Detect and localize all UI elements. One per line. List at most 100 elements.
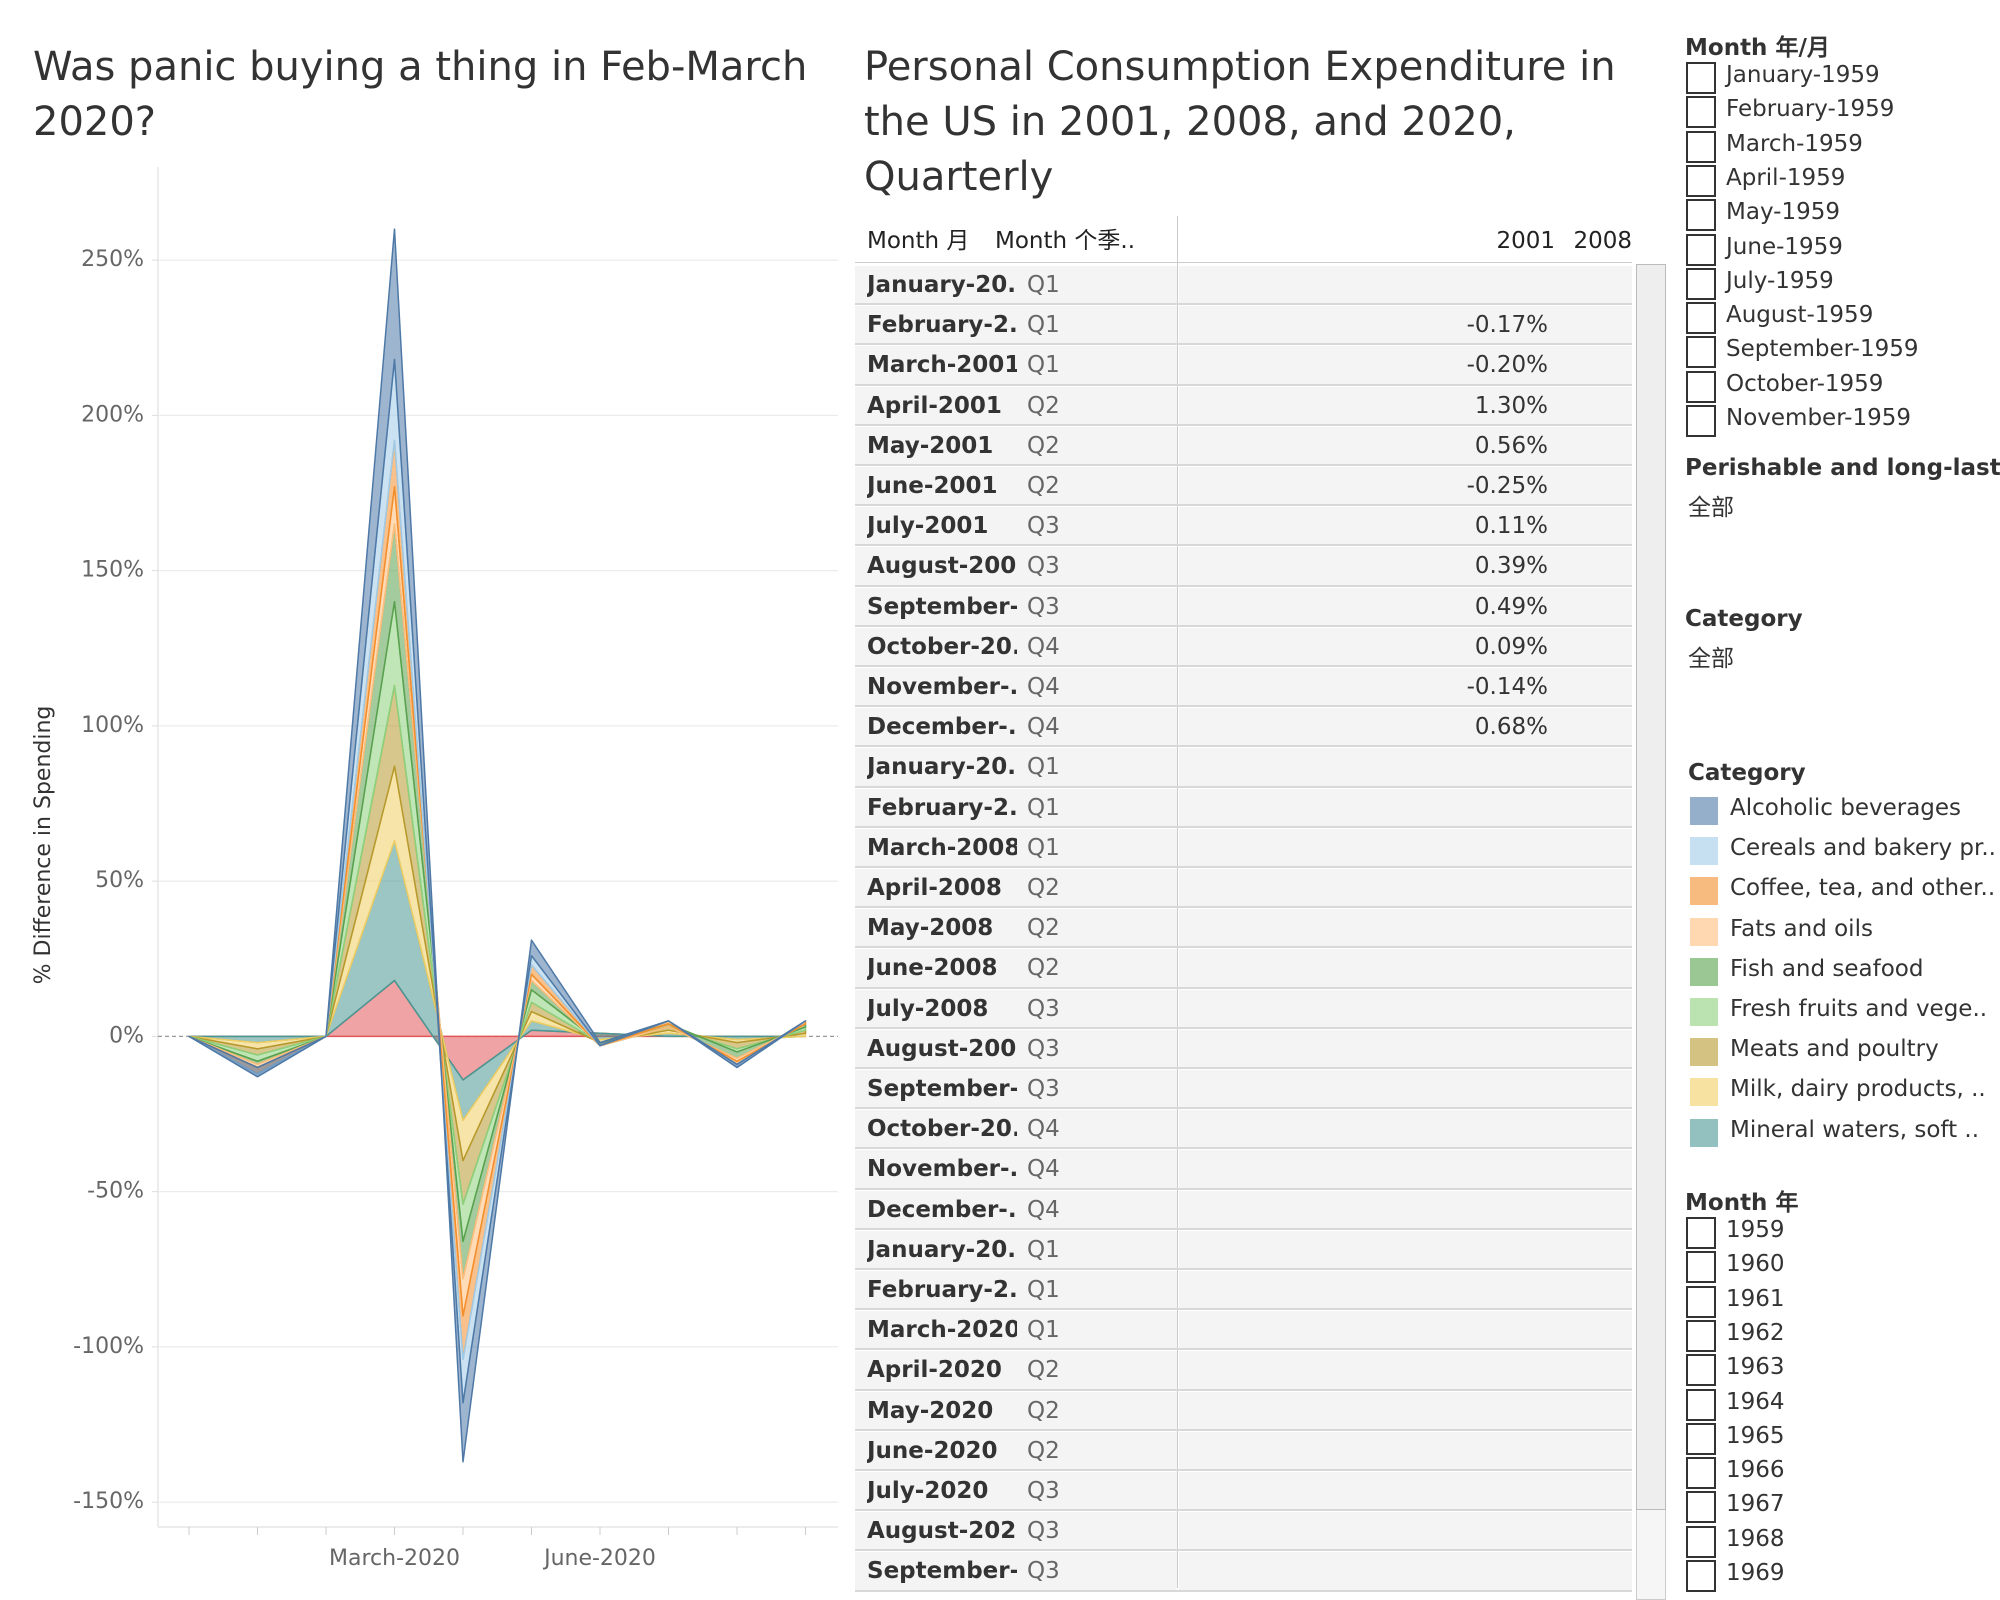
checkbox[interactable] [1686, 1319, 1716, 1352]
filter-item[interactable]: 1964 [1726, 1388, 1785, 1415]
checkbox[interactable] [1686, 405, 1716, 437]
filter-item[interactable]: April-1959 [1726, 164, 1846, 191]
legend-label[interactable]: Coffee, tea, and other.. [1730, 875, 1996, 902]
filter-item[interactable]: 1969 [1726, 1560, 1785, 1586]
filter-item[interactable]: 1962 [1726, 1319, 1785, 1346]
y-tick-label: 100% [81, 713, 144, 738]
checkbox[interactable] [1686, 1217, 1716, 1249]
month-cell: August-2020 [867, 1518, 1017, 1545]
checkbox[interactable] [1686, 1251, 1716, 1284]
checkbox[interactable] [1686, 1388, 1716, 1421]
filter-item[interactable]: 1960 [1726, 1251, 1785, 1278]
row-divider [855, 1549, 1632, 1552]
filter-item[interactable]: 1961 [1726, 1285, 1785, 1312]
filter-item[interactable]: July-1959 [1726, 267, 1834, 294]
filter-item[interactable]: May-1959 [1726, 199, 1840, 226]
checkbox[interactable] [1686, 199, 1716, 232]
value-band [1179, 949, 1632, 987]
filter-item[interactable]: September-1959 [1726, 336, 1919, 363]
month-cell: May-2020 [867, 1397, 994, 1424]
filter-value[interactable]: 全部 [1688, 495, 1734, 521]
filter-item[interactable]: 1966 [1726, 1457, 1785, 1484]
checkbox[interactable] [1686, 62, 1716, 94]
row-divider [855, 785, 1632, 788]
column-header: Month 月 [867, 228, 970, 254]
row-band [855, 668, 1177, 708]
filter-item[interactable]: 1959 [1726, 1217, 1785, 1243]
x-tick-label: June-2020 [542, 1546, 656, 1571]
checkbox[interactable] [1686, 1560, 1716, 1592]
legend-label[interactable]: Cereals and bakery pr.. [1730, 835, 1996, 862]
value-band [1179, 909, 1632, 947]
row-divider [855, 1227, 1632, 1230]
quarter-cell: Q1 [1027, 1277, 1060, 1303]
row-band [855, 467, 1177, 507]
filter-item[interactable]: October-1959 [1726, 370, 1884, 397]
row-band [855, 266, 1177, 306]
quarter-cell: Q1 [1027, 1236, 1060, 1263]
checkbox[interactable] [1686, 164, 1716, 197]
checkbox[interactable] [1686, 1491, 1716, 1524]
checkbox[interactable] [1686, 267, 1716, 300]
filter-item[interactable]: June-1959 [1726, 233, 1843, 260]
quarter-cell: Q2 [1027, 955, 1060, 982]
filter-item[interactable]: 1963 [1726, 1354, 1785, 1381]
quarter-cell: Q2 [1027, 392, 1060, 419]
row-divider [855, 504, 1632, 507]
column-divider [1177, 216, 1178, 1588]
value-band [1179, 1431, 1632, 1469]
value-band [1179, 587, 1632, 625]
month-cell: February-2.. [867, 1277, 1017, 1303]
quarter-cell: Q3 [1027, 513, 1060, 540]
quarter-cell: Q3 [1027, 1035, 1060, 1062]
row-band [855, 949, 1177, 989]
legend-label[interactable]: Mineral waters, soft .. [1730, 1116, 1980, 1143]
checkbox[interactable] [1686, 370, 1716, 403]
filter-item[interactable]: January-1959 [1726, 62, 1880, 88]
filter-item[interactable]: August-1959 [1726, 302, 1874, 329]
legend-label[interactable]: Alcoholic beverages [1730, 795, 1962, 821]
filter-item[interactable]: 1967 [1726, 1491, 1785, 1518]
checkbox[interactable] [1686, 1525, 1716, 1558]
checkbox[interactable] [1686, 1285, 1716, 1318]
checkbox[interactable] [1686, 130, 1716, 163]
quarter-cell: Q3 [1027, 593, 1060, 620]
checkbox[interactable] [1686, 1354, 1716, 1387]
value-cell: -0.17% [1466, 312, 1548, 339]
value-band [1179, 1029, 1632, 1067]
value-band [1179, 467, 1632, 505]
row-divider [855, 665, 1632, 667]
filter-item[interactable]: 1965 [1726, 1422, 1785, 1449]
legend-label[interactable]: Fresh fruits and vege.. [1730, 996, 1988, 1022]
checkbox[interactable] [1686, 336, 1716, 369]
filter-value[interactable]: 全部 [1688, 646, 1734, 672]
filter-item[interactable]: 1968 [1726, 1525, 1785, 1552]
checkbox[interactable] [1686, 1457, 1716, 1490]
quarter-cell: Q3 [1027, 553, 1060, 580]
filter-item[interactable]: November-1959 [1726, 405, 1912, 431]
row-divider [855, 1187, 1632, 1190]
value-band [1179, 869, 1632, 907]
legend-label[interactable]: Meats and poultry [1730, 1036, 1939, 1063]
quarter-cell: Q2 [1027, 1437, 1060, 1464]
month-cell: January-20.. [867, 272, 1017, 298]
value-band [1179, 788, 1632, 826]
checkbox[interactable] [1686, 1422, 1716, 1455]
row-divider [855, 1107, 1632, 1110]
legend-label[interactable]: Fats and oils [1730, 915, 1873, 942]
quarter-cell: Q3 [1027, 1076, 1060, 1102]
filter-item[interactable]: March-1959 [1726, 130, 1863, 157]
checkbox[interactable] [1686, 96, 1716, 129]
month-cell: December-.. [867, 714, 1017, 741]
legend-label[interactable]: Fish and seafood [1730, 955, 1924, 982]
value-band [1179, 346, 1632, 384]
scrollbar-thumb[interactable] [1636, 264, 1666, 1510]
row-divider [855, 946, 1632, 949]
row-divider [855, 986, 1632, 989]
filter-title: Month 年 [1685, 1190, 1799, 1216]
checkbox[interactable] [1686, 302, 1716, 335]
checkbox[interactable] [1686, 233, 1716, 266]
filter-item[interactable]: February-1959 [1726, 96, 1895, 123]
legend-label[interactable]: Milk, dairy products, .. [1730, 1076, 1986, 1103]
quarter-cell: Q1 [1027, 272, 1060, 298]
